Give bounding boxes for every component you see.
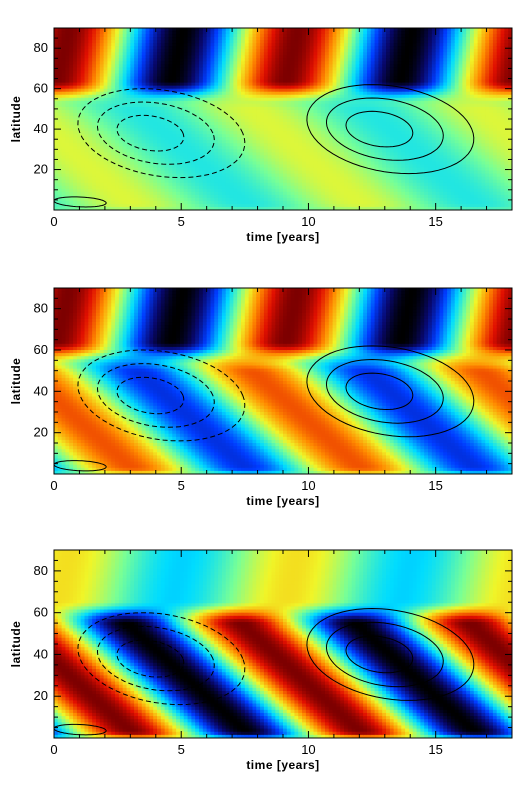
y-tick-label: 40 (34, 646, 48, 661)
x-tick-label: 0 (50, 214, 57, 229)
y-axis-title: latitude (9, 96, 23, 143)
y-axis-title: latitude (9, 358, 23, 405)
contour-positive-level-1 (306, 345, 475, 438)
contour-negative-level-2 (96, 101, 215, 165)
x-tick-label: 10 (301, 214, 315, 229)
x-tick-label: 15 (428, 742, 442, 757)
x-tick-label: 0 (50, 478, 57, 493)
x-tick-label: 15 (428, 478, 442, 493)
contour-negative-level-1 (77, 612, 246, 706)
x-axis-title: time [years] (246, 230, 319, 244)
contour-positive-level-3 (345, 110, 414, 148)
contour-positive-level-2 (325, 97, 444, 161)
contour-positive-level-1 (306, 84, 475, 175)
contour-positive-level-2 (325, 621, 444, 688)
y-tick-label: 20 (34, 425, 48, 440)
heatmap-field (54, 550, 512, 738)
x-tick-label: 15 (428, 214, 442, 229)
heatmap-field (54, 28, 512, 210)
x-tick-label: 5 (178, 214, 185, 229)
y-axis-title: latitude (9, 621, 23, 668)
x-tick-label: 10 (301, 478, 315, 493)
contour-negative-level-3 (116, 114, 185, 152)
x-tick-label: 0 (50, 742, 57, 757)
x-axis-title: time [years] (246, 758, 319, 772)
contour-positive-level-1 (54, 723, 107, 736)
y-tick-label: 80 (34, 563, 48, 578)
contour-positive-level-1 (54, 460, 107, 472)
y-tick-label: 60 (34, 81, 48, 96)
x-tick-label: 5 (178, 742, 185, 757)
contour-positive-level-1 (306, 607, 475, 701)
panel-top: 0 5 10 15 20 40 60 80 time [years] latitude (9, 27, 513, 244)
contour-lines (54, 345, 475, 472)
y-tick-label: 60 (34, 342, 48, 357)
contour-positive-level-3 (345, 635, 414, 674)
y-tick-label: 60 (34, 605, 48, 620)
x-tick-label: 10 (301, 742, 315, 757)
contour-lines (54, 84, 475, 208)
y-tick-label: 40 (34, 121, 48, 136)
contour-negative-level-3 (116, 376, 185, 415)
y-tick-label: 20 (34, 688, 48, 703)
panel-bottom: 0 5 10 15 20 40 60 80 time [years] latitude (9, 549, 513, 772)
y-tick-label: 20 (34, 162, 48, 177)
y-tick-label: 80 (34, 40, 48, 55)
x-tick-label: 5 (178, 478, 185, 493)
contour-negative-level-2 (96, 625, 215, 692)
y-tick-label: 40 (34, 383, 48, 398)
contour-positive-level-1 (54, 196, 107, 208)
contour-positive-level-3 (345, 372, 414, 411)
panel-middle: 0 5 10 15 20 40 60 80 time [years] latitude (9, 287, 513, 508)
contour-lines (54, 607, 475, 736)
heatmap-field (54, 288, 512, 474)
contour-negative-level-3 (116, 639, 185, 678)
contour-negative-level-2 (96, 363, 215, 428)
x-axis-title: time [years] (246, 494, 319, 508)
contour-positive-level-2 (325, 358, 444, 424)
y-tick-label: 80 (34, 301, 48, 316)
